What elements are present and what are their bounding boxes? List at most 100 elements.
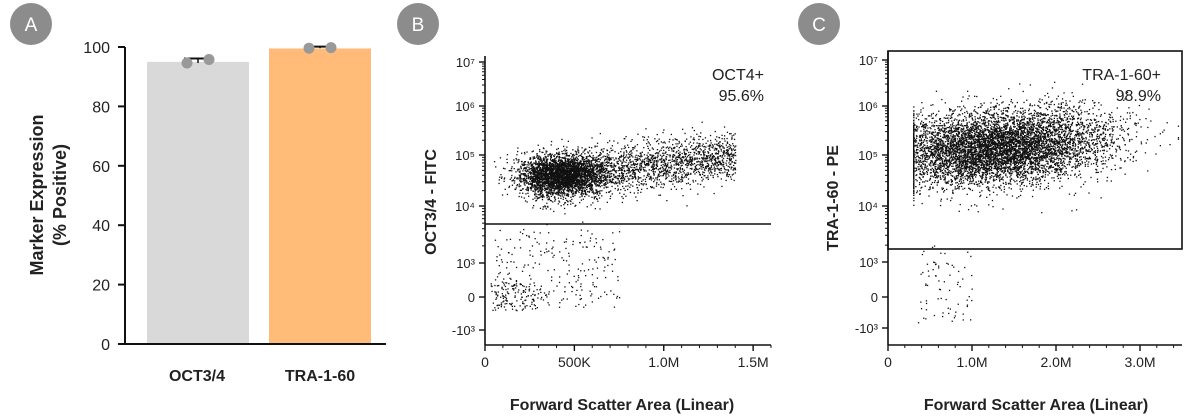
event-point — [653, 187, 655, 189]
event-point — [693, 139, 696, 141]
event-point — [532, 181, 534, 183]
event-point — [567, 140, 569, 142]
event-point — [531, 184, 533, 186]
event-point — [533, 184, 535, 186]
event-point — [610, 290, 612, 292]
event-point — [665, 169, 667, 172]
event-point — [586, 167, 589, 170]
event-point — [577, 170, 579, 172]
event-point — [625, 156, 627, 158]
event-point — [725, 179, 727, 182]
event-point — [713, 156, 715, 158]
event-point — [580, 199, 583, 201]
event-point — [656, 149, 659, 151]
event-point — [603, 167, 605, 169]
event-point — [676, 181, 678, 183]
event-point — [550, 184, 553, 186]
event-point — [574, 177, 576, 179]
event-point — [644, 158, 646, 160]
event-point — [599, 159, 601, 161]
event-point — [691, 127, 694, 129]
event-point — [644, 180, 647, 183]
event-point — [539, 187, 541, 189]
event-point — [517, 147, 519, 149]
event-point — [556, 148, 558, 151]
event-point — [625, 161, 627, 163]
event-point — [557, 191, 560, 193]
event-point — [618, 180, 621, 182]
event-point — [596, 160, 598, 163]
event-point — [710, 142, 712, 144]
y-tick-label: 60 — [92, 159, 110, 176]
event-point — [673, 177, 675, 179]
event-point — [556, 152, 558, 154]
event-point — [579, 189, 581, 191]
event-point — [677, 162, 679, 164]
event-point — [645, 170, 647, 172]
event-point — [562, 186, 565, 188]
event-point — [564, 291, 566, 293]
event-point — [590, 175, 593, 178]
event-point — [538, 189, 540, 191]
event-point — [686, 156, 689, 158]
event-point — [583, 161, 585, 163]
event-point — [587, 190, 589, 193]
event-point — [562, 196, 565, 198]
event-point — [586, 165, 589, 167]
event-point — [539, 173, 541, 175]
event-point — [593, 192, 595, 194]
event-point — [577, 168, 580, 171]
event-point — [534, 185, 536, 187]
event-point — [551, 176, 553, 178]
event-point — [585, 157, 587, 160]
event-point — [594, 165, 596, 167]
event-point — [545, 150, 547, 152]
event-point — [568, 183, 570, 185]
event-point — [623, 147, 625, 150]
event-point — [714, 157, 717, 160]
event-point — [601, 168, 603, 170]
event-point — [590, 181, 592, 183]
event-point — [640, 153, 642, 155]
event-point — [699, 183, 702, 186]
event-point — [567, 186, 569, 188]
event-point — [577, 149, 579, 151]
event-point — [563, 181, 565, 183]
event-point — [591, 189, 593, 191]
event-point — [634, 169, 636, 171]
event-point — [703, 159, 705, 161]
event-point — [661, 155, 663, 157]
event-point — [582, 151, 584, 153]
event-point — [630, 154, 633, 157]
event-point — [603, 184, 605, 186]
event-point — [600, 180, 602, 183]
event-point — [630, 150, 632, 153]
event-point — [683, 156, 685, 158]
event-point — [611, 145, 613, 147]
event-point — [565, 170, 567, 172]
event-point — [590, 163, 593, 166]
event-point — [594, 192, 597, 194]
event-point — [640, 152, 642, 154]
event-point — [509, 238, 512, 240]
event-point — [548, 154, 550, 156]
event-point — [633, 173, 635, 175]
event-point — [583, 171, 585, 174]
event-point — [620, 155, 623, 157]
event-point — [591, 152, 593, 154]
event-point — [563, 204, 565, 206]
event-point — [584, 173, 586, 176]
event-point — [611, 162, 613, 164]
event-point — [683, 148, 685, 150]
event-point — [662, 186, 664, 189]
event-point — [608, 154, 610, 156]
event-point — [541, 190, 543, 192]
event-point — [547, 179, 549, 181]
event-point — [614, 187, 616, 190]
event-point — [734, 172, 736, 174]
event-point — [577, 186, 579, 189]
event-point — [705, 142, 707, 144]
event-point — [576, 151, 578, 153]
event-point — [598, 184, 601, 187]
event-point — [563, 184, 565, 186]
